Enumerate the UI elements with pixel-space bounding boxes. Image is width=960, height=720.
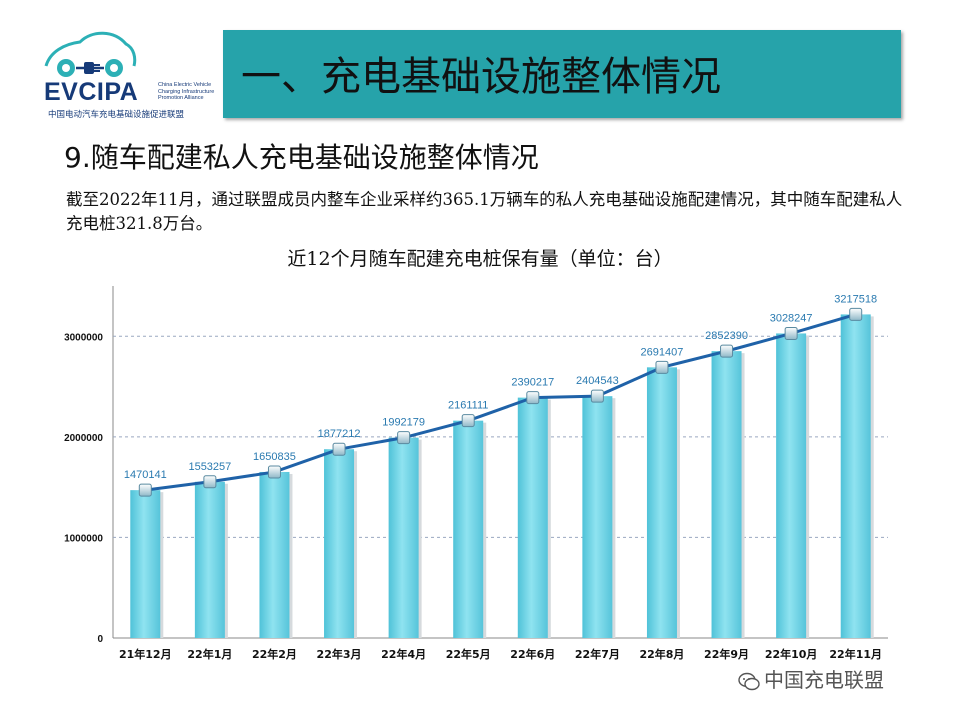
- line-marker: [332, 442, 346, 456]
- line-marker: [267, 465, 281, 479]
- logo-english: China Electric Vehicle Charging Infrastr…: [158, 82, 215, 101]
- line-marker: [849, 307, 863, 321]
- x-tick-label: 22年8月: [639, 647, 684, 661]
- line-marker: [720, 344, 734, 358]
- bar: [324, 449, 355, 638]
- y-tick-label: 1000000: [64, 533, 103, 544]
- data-label: 2161111: [448, 400, 488, 412]
- data-label: 1650835: [253, 451, 296, 463]
- data-label: 2390217: [511, 377, 554, 389]
- x-tick-label: 22年9月: [704, 647, 749, 661]
- bar: [453, 420, 484, 638]
- bar: [840, 314, 871, 638]
- y-tick-label: 0: [97, 634, 103, 645]
- line-marker: [397, 431, 411, 445]
- bar: [517, 397, 548, 638]
- data-label: 3028247: [770, 312, 813, 324]
- bar: [582, 396, 613, 638]
- line-marker: [655, 360, 669, 374]
- page-title: 一、充电基础设施整体情况: [241, 54, 721, 100]
- line-marker: [526, 391, 540, 405]
- data-label: 1992179: [382, 417, 425, 429]
- logo-name: EVCIPA: [44, 78, 139, 106]
- x-tick-label: 22年10月: [765, 647, 818, 661]
- wechat-watermark: 中国充电联盟: [738, 664, 884, 693]
- data-label: 1553257: [188, 461, 231, 473]
- line-marker: [203, 475, 217, 489]
- bar: [259, 471, 290, 638]
- car-plug-icon: [44, 31, 137, 77]
- x-tick-label: 22年7月: [575, 647, 620, 661]
- evcipa-logo: EVCIPA China Electric Vehicle Charging I…: [40, 22, 214, 122]
- x-tick-label: 22年2月: [252, 647, 297, 661]
- bar: [194, 481, 225, 638]
- watermark-text: 中国充电联盟: [764, 668, 884, 692]
- data-label: 2852390: [705, 330, 748, 342]
- line-marker: [590, 389, 604, 403]
- bar: [388, 437, 419, 638]
- data-label: 1877212: [318, 428, 361, 440]
- wechat-icon: [738, 672, 760, 690]
- bar: [711, 351, 742, 638]
- x-tick-label: 22年6月: [510, 647, 555, 661]
- x-tick-label: 22年3月: [317, 647, 362, 661]
- bar: [776, 333, 807, 638]
- line-marker: [138, 483, 152, 497]
- data-label: 2691407: [641, 346, 684, 358]
- data-label: 1470141: [124, 469, 167, 481]
- x-tick-label: 22年1月: [187, 647, 232, 661]
- section-description: 截至2022年11月，通过联盟成员内整车企业采样约365.1万辆车的私人充电基础…: [66, 190, 903, 233]
- bar: [646, 367, 677, 638]
- y-tick-label: 3000000: [64, 332, 103, 343]
- data-label: 3217518: [834, 293, 877, 305]
- chart-title: 近12个月随车配建充电桩保有量（单位：台）: [287, 248, 673, 270]
- bar: [130, 490, 161, 638]
- x-tick-label: 22年5月: [446, 647, 491, 661]
- data-label: 2404543: [576, 375, 619, 387]
- line-marker: [461, 414, 475, 428]
- header-bar: 一、充电基础设施整体情况: [223, 30, 901, 118]
- x-tick-label: 22年4月: [381, 647, 426, 661]
- y-tick-label: 2000000: [64, 433, 103, 444]
- x-tick-label: 22年11月: [829, 647, 882, 661]
- logo-chinese: 中国电动汽车充电基础设施促进联盟: [48, 110, 185, 120]
- series-line: [145, 312, 857, 492]
- line-marker: [784, 326, 798, 340]
- x-tick-label: 21年12月: [119, 647, 172, 661]
- section-title: 9.随车配建私人充电基础设施整体情况: [64, 141, 539, 174]
